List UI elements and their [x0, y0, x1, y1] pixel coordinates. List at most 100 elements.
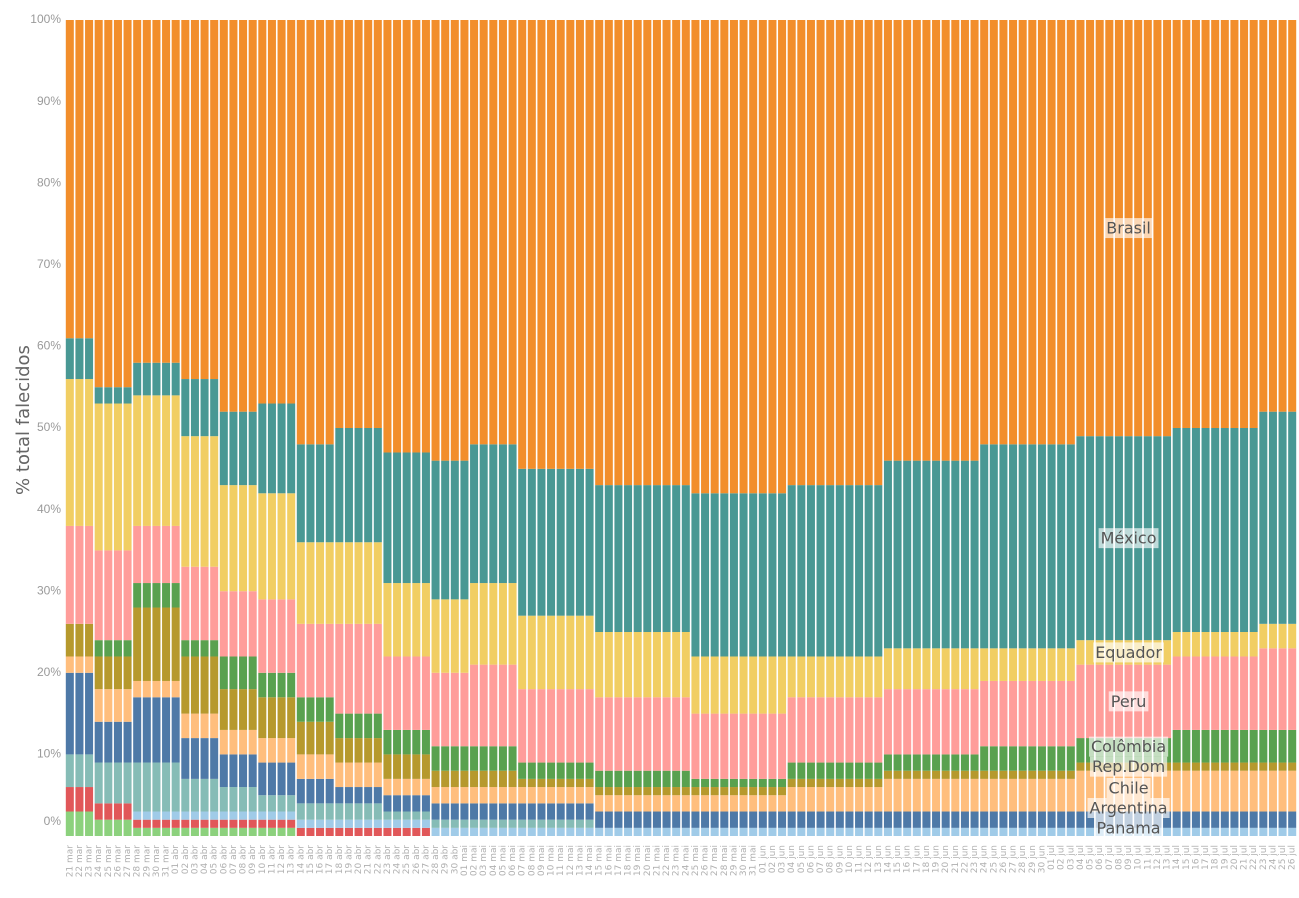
bar-segment [1211, 632, 1220, 657]
bar-segment [277, 819, 286, 828]
bar-segment [325, 827, 334, 836]
bar-segment [672, 770, 681, 788]
bar-segment [883, 827, 892, 836]
bar-segment [720, 493, 729, 657]
bar-segment [258, 738, 267, 763]
bar-segment [94, 387, 103, 404]
bar-segment [1163, 811, 1172, 828]
bar-segment [393, 656, 402, 730]
bar-segment [470, 444, 479, 584]
bar-segment [855, 811, 864, 828]
bar-segment [75, 672, 84, 755]
bar-segment [912, 689, 921, 755]
bar-segment [219, 754, 228, 788]
bar-segment [248, 689, 257, 730]
bar-segment [152, 697, 161, 763]
bar-segment [239, 754, 248, 788]
bar-segment [460, 672, 469, 747]
bar-segment [778, 713, 787, 779]
bar-segment [633, 770, 642, 788]
bar-segment [277, 738, 286, 763]
bar-segment [229, 827, 238, 836]
bar-segment [691, 778, 700, 788]
bar-segment [643, 787, 652, 796]
bar-segment [874, 656, 883, 698]
bar-segment [960, 778, 969, 812]
bar-segment [980, 20, 989, 445]
x-tick-label: 22 abr [373, 845, 383, 875]
bar-segment [595, 795, 604, 812]
bar-segment [797, 20, 806, 486]
series-label: Panama [1097, 819, 1161, 838]
bar-segment [787, 485, 796, 657]
bar-segment [258, 819, 267, 828]
bar-segment [1028, 778, 1037, 812]
bar-segment [75, 338, 84, 380]
bar-segment [749, 778, 758, 788]
bar-segment [421, 20, 430, 453]
bar-segment [537, 20, 546, 469]
bar-segment [344, 827, 353, 836]
bar-segment [190, 640, 199, 657]
bar-segment [633, 827, 642, 836]
bar-segment [239, 411, 248, 486]
bar-segment [190, 827, 199, 836]
x-tick-label: 22 mai [662, 845, 672, 876]
bar-segment [142, 697, 151, 763]
bar-segment [662, 827, 671, 836]
bar-segment [643, 811, 652, 828]
bar-segment [941, 689, 950, 755]
bar-segment [171, 827, 180, 836]
bar-segment [1018, 827, 1027, 836]
bar-segment [123, 819, 132, 836]
bar-segment [710, 493, 719, 657]
bar-segment [1191, 770, 1200, 812]
x-tick-label: 30 mar [152, 845, 162, 878]
bar-segment [652, 787, 661, 796]
bar-segment [614, 697, 623, 771]
bar-segment [556, 468, 565, 616]
bar-segment [287, 403, 296, 494]
bar-segment [431, 770, 440, 788]
bar-segment [778, 20, 787, 494]
bar-segment [575, 819, 584, 828]
bar-segment [104, 403, 113, 551]
bar-segment [585, 803, 594, 820]
bar-segment [1153, 20, 1162, 437]
bar-segment [412, 819, 421, 828]
bar-segment [624, 485, 633, 632]
bar-segment [267, 819, 276, 828]
x-tick-label: 10 mai [547, 845, 557, 876]
bar-segment [787, 656, 796, 698]
bar-segment [393, 811, 402, 820]
bar-segment [267, 811, 276, 820]
bar-segment [1211, 729, 1220, 763]
bar-segment [248, 20, 257, 412]
bar-segment [739, 827, 748, 836]
x-tick-label: 07 jul [1105, 845, 1115, 870]
bar-segment [1240, 827, 1249, 836]
bar-segment [373, 623, 382, 714]
bar-segment [190, 738, 199, 779]
bar-segment [306, 697, 315, 722]
bar-segment [498, 664, 507, 747]
bar-segment [537, 778, 546, 788]
bar-segment [498, 819, 507, 828]
bar-segment [258, 795, 267, 812]
bar-segment [883, 754, 892, 771]
bar-segment [566, 762, 575, 779]
bar-segment [980, 770, 989, 779]
bar-segment [402, 827, 411, 836]
x-tick-label: 01 jun [758, 845, 768, 873]
bar-segment [364, 819, 373, 828]
bar-segment [1095, 20, 1104, 437]
bar-segment [932, 827, 941, 836]
bar-segment [1057, 680, 1066, 747]
bar-segment [1018, 444, 1027, 649]
bar-segment [633, 485, 642, 632]
bar-segment [133, 811, 142, 820]
bar-segment [364, 542, 373, 624]
bar-segment [1278, 20, 1287, 412]
bar-segment [864, 827, 873, 836]
bar-segment [556, 787, 565, 804]
